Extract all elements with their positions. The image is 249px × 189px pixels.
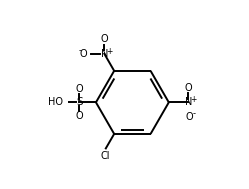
Text: O: O (101, 34, 108, 44)
Text: O: O (185, 83, 192, 93)
Text: Cl: Cl (100, 151, 110, 161)
Text: N: N (185, 97, 192, 107)
Text: O: O (186, 112, 193, 122)
Text: +: + (106, 47, 113, 56)
Text: O: O (79, 49, 87, 59)
Text: -: - (192, 109, 195, 118)
Text: S: S (76, 97, 82, 107)
Text: O: O (75, 111, 83, 121)
Text: +: + (190, 95, 197, 104)
Text: O: O (75, 84, 83, 94)
Text: N: N (101, 49, 108, 59)
Text: HO: HO (49, 97, 63, 107)
Text: -: - (79, 46, 82, 55)
